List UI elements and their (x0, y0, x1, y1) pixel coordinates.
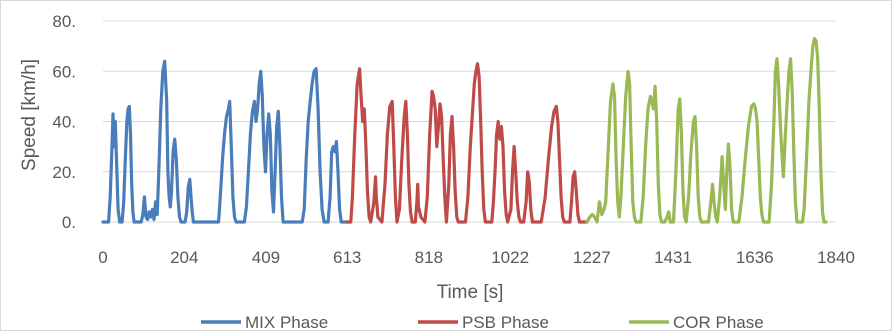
series-line-1 (101, 59, 349, 224)
y-tick-label: 0. (62, 213, 76, 232)
x-tick-label: 1022 (491, 248, 529, 267)
x-tick-labels: 0 204 409 613 818 1022 1227 1431 1636 1840 (98, 248, 855, 267)
x-tick-label: 1227 (573, 248, 611, 267)
y-tick-label: 60. (52, 62, 76, 81)
legend: MIX Phase PSB Phase COR Phase (201, 313, 764, 332)
y-tick-label: 40. (52, 113, 76, 132)
x-axis-title: Time [s] (437, 282, 504, 303)
x-tick-label: 409 (252, 248, 280, 267)
x-tick-label: 204 (170, 248, 198, 267)
y-tick-label: 80. (52, 12, 76, 31)
legend-label-1: MIX Phase (245, 313, 328, 330)
legend-label-2: PSB Phase (462, 313, 549, 330)
x-tick-label: 1840 (817, 248, 855, 267)
speed-chart: 0. 20. 40. 60. 80. 0 204 409 613 818 1022 1227 1431… (19, 12, 855, 332)
x-tick-label: 613 (333, 248, 361, 267)
y-axis-title: Speed [km/h] (19, 59, 40, 171)
y-tick-label: 20. (52, 163, 76, 182)
series-line-2 (345, 62, 589, 224)
y-tick-labels: 0. 20. 40. 60. 80. (52, 12, 76, 232)
legend-label-3: COR Phase (673, 313, 764, 330)
series-line-3 (585, 37, 828, 224)
x-tick-label: 1636 (736, 248, 774, 267)
x-tick-label: 0 (98, 248, 107, 267)
x-tick-label: 1431 (654, 248, 692, 267)
x-tick-label: 818 (415, 248, 443, 267)
series-lines (101, 37, 828, 224)
